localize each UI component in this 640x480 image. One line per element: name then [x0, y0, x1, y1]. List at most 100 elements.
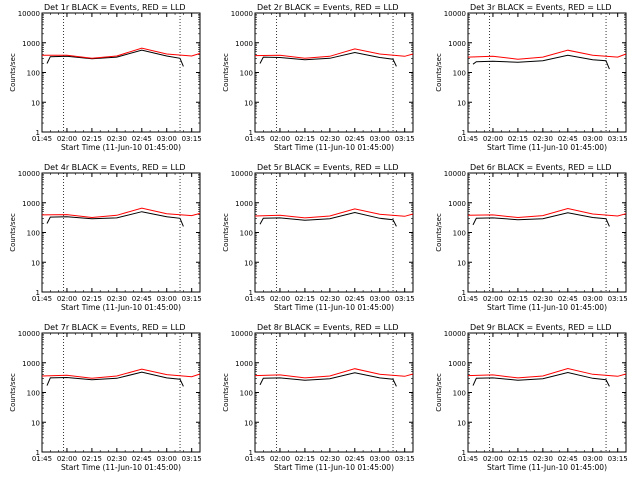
y-tick-label: 10000	[444, 330, 466, 338]
x-tick-label: 03:15	[608, 295, 628, 303]
y-tick-label: 10000	[18, 330, 40, 338]
y-axis-label: Counts/sec	[435, 373, 443, 412]
y-tick-label: 1	[249, 449, 253, 457]
y-tick-label: 1	[462, 129, 466, 137]
y-axis-label: Counts/sec	[9, 53, 17, 92]
x-tick-label: 02:30	[320, 455, 340, 463]
x-tick-label: 03:15	[182, 455, 202, 463]
detector-panel: Det 5r BLACK = Events, RED = LLD 1 10 100 10…	[213, 160, 426, 320]
x-tick-label: 03:00	[157, 135, 177, 143]
x-tick-label: 02:15	[295, 135, 315, 143]
y-tick-label: 10	[457, 259, 466, 267]
plot-frame	[41, 332, 201, 453]
y-tick-label: 1000	[235, 360, 253, 368]
events-series-line	[472, 54, 610, 70]
detector-panel: Det 7r BLACK = Events, RED = LLD 1 10 100 10…	[0, 320, 213, 480]
y-tick-label: 1000	[448, 200, 466, 208]
y-tick-label: 1000	[448, 360, 466, 368]
events-series-line	[472, 212, 610, 227]
x-tick-label: 03:15	[608, 135, 628, 143]
x-tick-label: 02:45	[345, 455, 365, 463]
x-tick-label: 02:00	[483, 295, 503, 303]
y-tick-label: 10	[31, 99, 40, 107]
x-axis-label: Start Time (11-Jun-10 01:45:00)	[487, 303, 607, 312]
x-tick-label: 02:15	[82, 455, 102, 463]
y-tick-label: 1	[462, 449, 466, 457]
x-tick-label: 02:00	[483, 135, 503, 143]
y-axis-label: Counts/sec	[222, 213, 230, 252]
y-tick-label: 1000	[235, 200, 253, 208]
x-tick-label: 03:00	[583, 135, 603, 143]
x-tick-label: 02:15	[295, 455, 315, 463]
x-tick-label: 03:00	[370, 295, 390, 303]
y-tick-label: 100	[27, 230, 40, 238]
y-tick-label: 10	[244, 99, 253, 107]
y-tick-label: 100	[27, 70, 40, 78]
x-tick-label: 03:15	[182, 295, 202, 303]
x-tick-label: 01:45	[245, 135, 265, 143]
y-tick-label: 1000	[22, 40, 40, 48]
lld-series-line	[254, 368, 414, 379]
x-tick-label: 01:45	[245, 455, 265, 463]
x-tick-label: 01:45	[458, 135, 478, 143]
x-tick-label: 02:45	[345, 135, 365, 143]
detector-panel: Det 8r BLACK = Events, RED = LLD 1 10 100 10…	[213, 320, 426, 480]
x-tick-label: 02:45	[345, 295, 365, 303]
y-tick-label: 1000	[22, 200, 40, 208]
events-series-line	[259, 372, 397, 387]
y-axis-label: Counts/sec	[435, 53, 443, 92]
detector-panel: Det 3r BLACK = Events, RED = LLD 1 10 100 10…	[426, 0, 639, 160]
y-tick-label: 10000	[444, 10, 466, 18]
x-tick-label: 02:30	[533, 135, 553, 143]
y-axis-label: Counts/sec	[9, 213, 17, 252]
chart-title: Det 8r BLACK = Events, RED = LLD	[257, 323, 399, 332]
x-tick-label: 02:45	[132, 455, 152, 463]
lld-series-line	[41, 207, 201, 219]
x-tick-label: 03:00	[583, 295, 603, 303]
x-tick-label: 02:15	[295, 295, 315, 303]
plot-frame	[254, 12, 414, 133]
events-series-line	[472, 371, 610, 387]
y-tick-label: 100	[27, 390, 40, 398]
x-tick-label: 02:15	[508, 295, 528, 303]
events-series-line	[259, 211, 397, 227]
lld-series-line	[41, 368, 201, 379]
y-tick-label: 1000	[22, 360, 40, 368]
y-tick-label: 10000	[18, 170, 40, 178]
y-tick-label: 10	[244, 419, 253, 427]
x-tick-label: 01:45	[32, 455, 52, 463]
chart-title: Det 6r BLACK = Events, RED = LLD	[470, 163, 612, 172]
x-tick-label: 02:15	[508, 135, 528, 143]
plot-frame	[467, 12, 627, 133]
events-series-line	[46, 49, 184, 67]
lld-series-line	[467, 49, 627, 60]
chart-title: Det 4r BLACK = Events, RED = LLD	[44, 163, 186, 172]
x-tick-label: 02:30	[533, 455, 553, 463]
plot-frame	[41, 12, 201, 133]
x-tick-label: 01:45	[458, 295, 478, 303]
chart-svg: Det 6r BLACK = Events, RED = LLD 1 10 100 10…	[435, 163, 628, 312]
chart-svg: Det 5r BLACK = Events, RED = LLD 1 10 100 10…	[222, 163, 415, 312]
chart-title: Det 2r BLACK = Events, RED = LLD	[257, 3, 399, 12]
chart-svg: Det 7r BLACK = Events, RED = LLD 1 10 100 10…	[9, 323, 202, 472]
events-series-line	[46, 371, 184, 387]
x-tick-label: 03:00	[583, 455, 603, 463]
x-tick-label: 02:00	[483, 455, 503, 463]
y-tick-label: 100	[453, 390, 466, 398]
x-tick-label: 03:00	[157, 455, 177, 463]
y-tick-label: 10	[31, 259, 40, 267]
lld-series-line	[42, 47, 201, 59]
y-axis-label: Counts/sec	[435, 213, 443, 252]
x-tick-label: 02:00	[270, 295, 290, 303]
y-tick-label: 100	[453, 230, 466, 238]
y-axis-label: Counts/sec	[9, 373, 17, 412]
x-tick-label: 02:45	[558, 455, 578, 463]
x-tick-label: 03:15	[395, 455, 415, 463]
events-series-line	[46, 211, 184, 227]
y-tick-label: 1	[36, 449, 40, 457]
x-tick-label: 02:30	[107, 295, 127, 303]
chart-svg: Det 9r BLACK = Events, RED = LLD 1 10 100 10…	[435, 323, 628, 472]
x-tick-label: 01:45	[32, 135, 52, 143]
y-tick-label: 1	[36, 129, 40, 137]
